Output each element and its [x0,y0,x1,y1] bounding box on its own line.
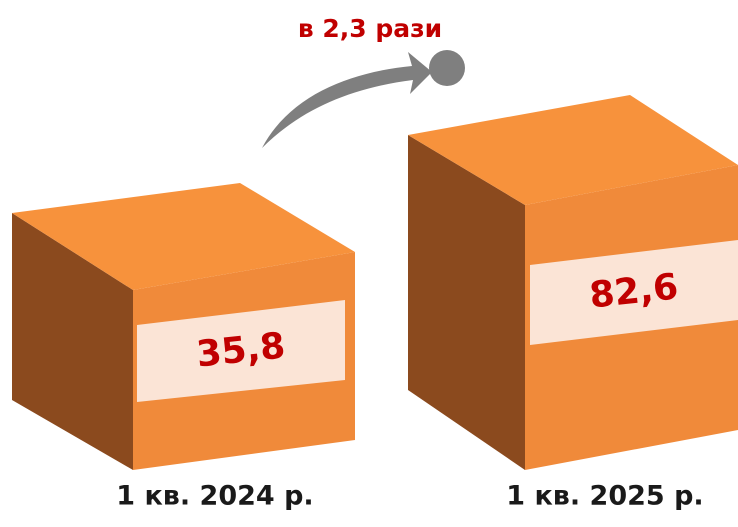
value-panel [530,240,738,345]
growth-arrow [262,52,432,148]
period-label: 1 кв. 2025 р. [506,481,703,512]
box-2025: 82,6 [408,95,738,470]
box-2024: 35,8 [12,183,355,470]
period-label: 1 кв. 2024 р. [116,481,313,512]
value-panel [137,300,345,402]
value: 35,8 [195,325,288,375]
growth-annotation: в 2,3 рази [298,14,442,43]
box-top [12,183,355,290]
box-side [408,135,525,470]
box-top [408,95,738,205]
value: 82,6 [588,266,681,316]
box-side [12,213,133,470]
arrow-dot [429,50,465,86]
